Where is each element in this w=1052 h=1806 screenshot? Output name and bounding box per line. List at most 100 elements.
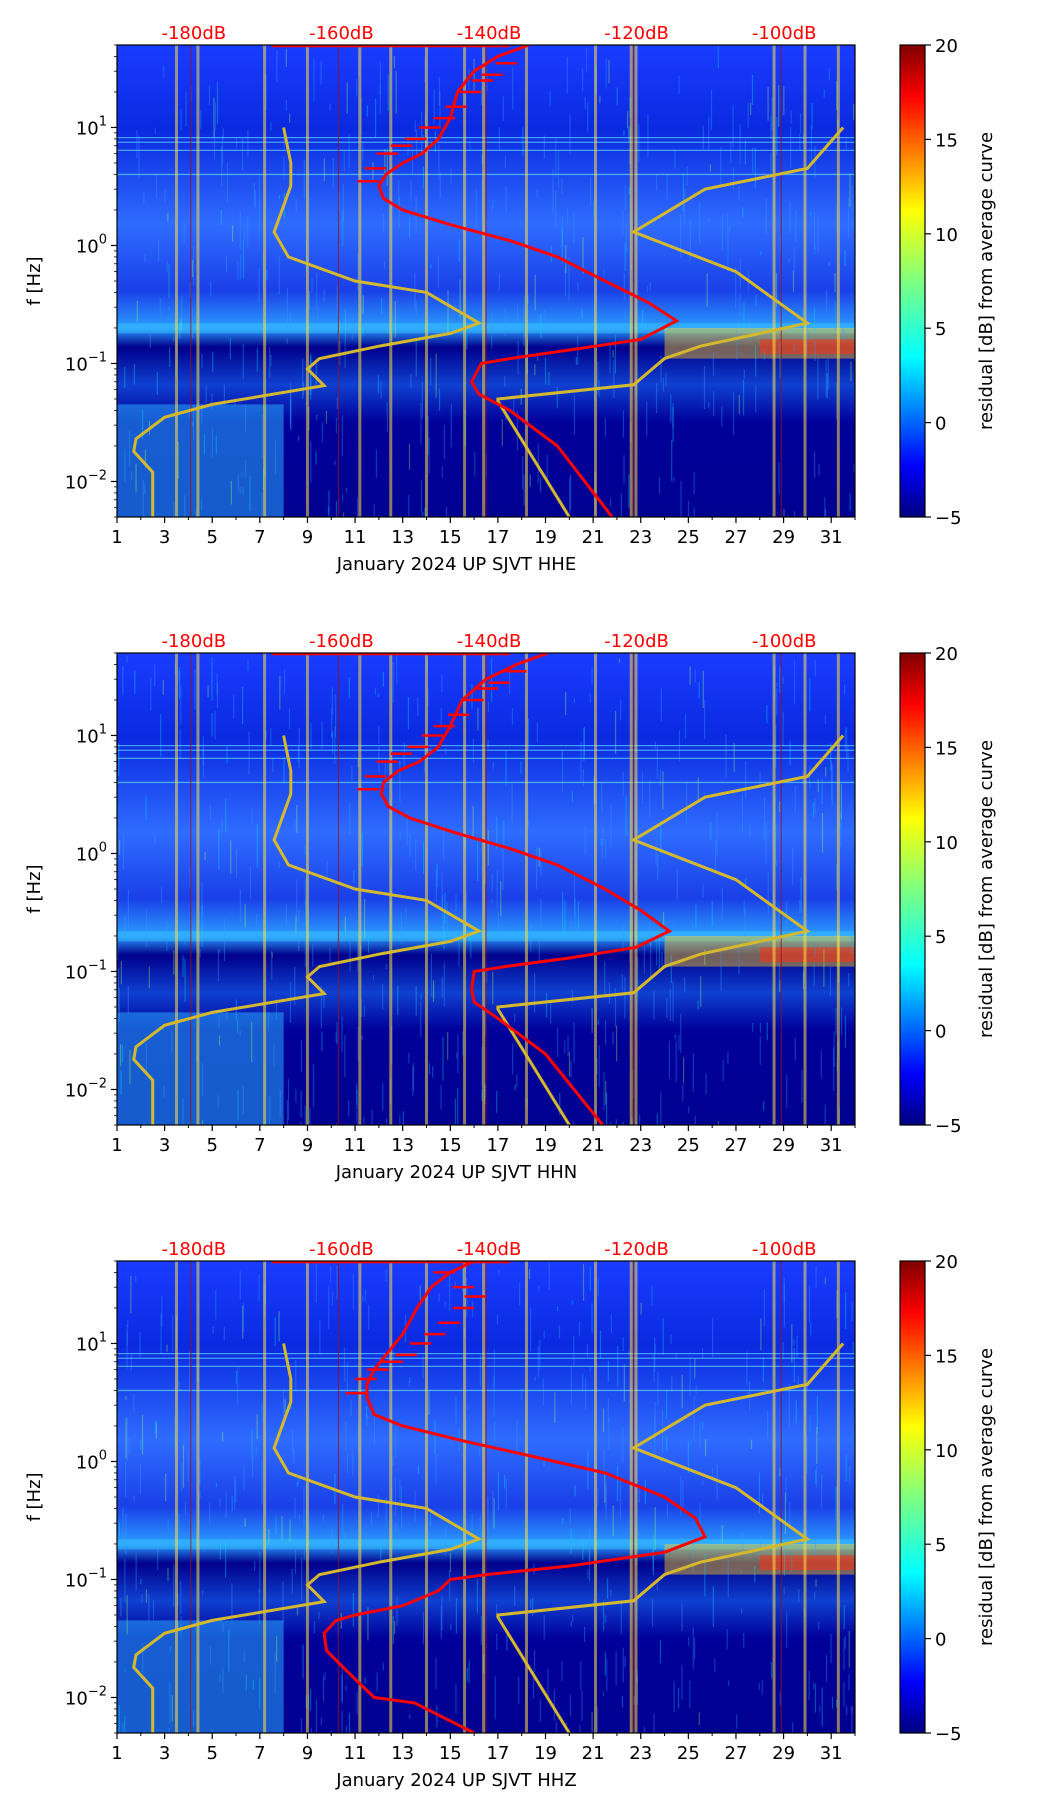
texture-streak bbox=[625, 795, 627, 837]
texture-streak bbox=[150, 677, 152, 711]
texture-streak bbox=[309, 1108, 311, 1125]
texture-streak bbox=[155, 174, 158, 198]
y-tick-label: 100 bbox=[76, 232, 107, 257]
texture-streak bbox=[278, 1311, 280, 1342]
texture-streak bbox=[152, 1600, 155, 1619]
texture-streak bbox=[496, 1633, 498, 1650]
texture-streak bbox=[242, 239, 245, 279]
texture-streak bbox=[341, 211, 344, 247]
texture-streak bbox=[335, 501, 338, 517]
texture-streak bbox=[154, 835, 156, 844]
texture-streak bbox=[205, 385, 207, 404]
texture-streak bbox=[315, 358, 317, 385]
texture-streak bbox=[300, 1121, 302, 1125]
transient-spike bbox=[803, 45, 807, 517]
texture-streak bbox=[283, 129, 285, 150]
texture-streak bbox=[705, 1073, 707, 1095]
texture-streak bbox=[713, 390, 715, 417]
texture-streak bbox=[582, 1264, 585, 1301]
x-tick-label: 29 bbox=[772, 527, 795, 548]
texture-streak bbox=[814, 942, 816, 958]
texture-streak bbox=[130, 1275, 132, 1314]
texture-streak bbox=[393, 55, 395, 69]
texture-streak bbox=[270, 727, 272, 746]
texture-streak bbox=[199, 1458, 201, 1486]
texture-streak bbox=[345, 1685, 347, 1691]
texture-streak bbox=[823, 89, 825, 98]
texture-streak bbox=[608, 1417, 610, 1451]
transient-spike bbox=[482, 653, 486, 1125]
microseism-peak-band bbox=[759, 339, 855, 355]
texture-streak bbox=[407, 697, 410, 730]
texture-streak bbox=[739, 293, 741, 316]
texture-streak bbox=[842, 321, 844, 335]
texture-streak bbox=[566, 56, 568, 94]
texture-streak bbox=[331, 733, 333, 739]
texture-streak bbox=[833, 1031, 835, 1067]
texture-streak bbox=[402, 1111, 404, 1125]
texture-streak bbox=[843, 1604, 845, 1630]
texture-streak bbox=[271, 952, 273, 958]
x-tick-label: 13 bbox=[391, 1743, 414, 1764]
texture-streak bbox=[714, 1659, 716, 1672]
texture-streak bbox=[776, 682, 778, 687]
texture-streak bbox=[191, 259, 194, 277]
x-tick-label: 29 bbox=[772, 1743, 795, 1764]
texture-streak bbox=[770, 1661, 773, 1679]
texture-streak bbox=[815, 1266, 817, 1289]
texture-streak bbox=[620, 492, 622, 517]
x-tick-label: 5 bbox=[206, 1135, 217, 1156]
texture-streak bbox=[472, 738, 475, 763]
texture-streak bbox=[392, 1351, 394, 1362]
texture-streak bbox=[212, 351, 214, 372]
texture-streak bbox=[606, 1578, 609, 1599]
heatmap-area bbox=[117, 653, 855, 1125]
texture-streak bbox=[844, 1015, 847, 1048]
texture-streak bbox=[537, 443, 539, 484]
texture-streak bbox=[298, 1514, 301, 1521]
x-tick-label: 13 bbox=[391, 527, 414, 548]
texture-streak bbox=[692, 1627, 694, 1669]
texture-streak bbox=[847, 198, 850, 239]
texture-streak bbox=[721, 888, 723, 921]
texture-streak bbox=[387, 74, 389, 111]
texture-streak bbox=[194, 669, 196, 710]
texture-streak bbox=[352, 1451, 354, 1477]
low-noise-model-curve bbox=[132, 735, 483, 1125]
texture-streak bbox=[853, 103, 855, 120]
texture-streak bbox=[612, 350, 614, 358]
texture-streak bbox=[396, 1596, 398, 1627]
texture-streak bbox=[440, 1605, 442, 1639]
texture-streak bbox=[421, 111, 423, 155]
texture-streak bbox=[296, 1607, 299, 1616]
texture-streak bbox=[351, 765, 353, 781]
texture-streak bbox=[787, 515, 789, 517]
texture-streak bbox=[283, 669, 286, 695]
texture-streak bbox=[762, 1493, 764, 1508]
texture-streak bbox=[410, 373, 412, 389]
texture-streak bbox=[763, 1101, 765, 1111]
texture-streak bbox=[656, 1113, 658, 1125]
texture-streak bbox=[813, 1682, 815, 1690]
texture-streak bbox=[752, 147, 754, 173]
texture-streak bbox=[217, 949, 219, 981]
texture-streak bbox=[290, 399, 292, 431]
texture-streak bbox=[810, 212, 812, 217]
texture-streak bbox=[239, 1271, 241, 1300]
texture-streak bbox=[343, 149, 345, 171]
texture-streak bbox=[155, 1422, 158, 1439]
texture-streak bbox=[779, 234, 781, 252]
texture-streak bbox=[605, 1615, 607, 1623]
texture-streak bbox=[363, 898, 366, 939]
texture-streak bbox=[704, 949, 706, 965]
texture-streak bbox=[145, 1044, 147, 1073]
texture-streak bbox=[283, 156, 285, 180]
texture-streak bbox=[783, 1586, 785, 1595]
transient-spike bbox=[463, 1261, 467, 1733]
texture-streak bbox=[230, 840, 232, 874]
x-axis-label: January 2024 UP SJVT HHE bbox=[336, 554, 576, 575]
texture-streak bbox=[616, 1025, 618, 1062]
texture-streak bbox=[361, 1035, 363, 1040]
texture-streak bbox=[716, 1465, 718, 1501]
texture-streak bbox=[624, 243, 626, 272]
